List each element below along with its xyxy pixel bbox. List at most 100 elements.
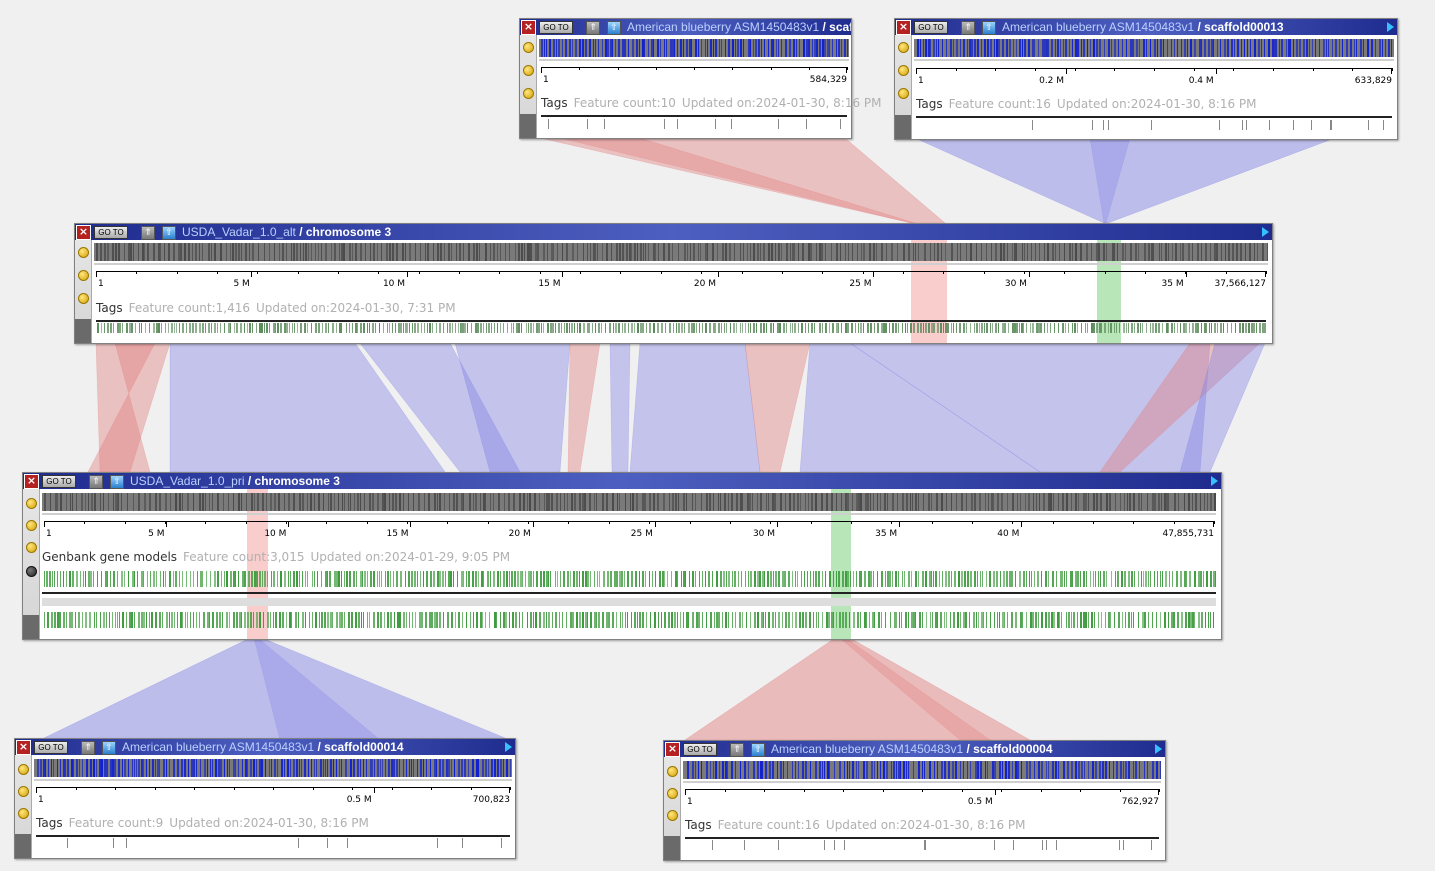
ruler[interactable]: 1 0.2 M 0.4 M 633,829 <box>916 62 1393 90</box>
synteny-link[interactable] <box>629 342 761 473</box>
panel-title[interactable]: American blueberry ASM1450483v1 / scaffo… <box>627 20 851 34</box>
feature-tick[interactable] <box>778 119 779 129</box>
ruler[interactable]: 1 0.5 M 762,927 <box>685 783 1160 811</box>
track-toggle-icon[interactable] <box>78 270 89 281</box>
feature-tick[interactable] <box>924 840 925 850</box>
track-toggle-icon[interactable] <box>667 788 678 799</box>
panel-title[interactable]: American blueberry ASM1450483v1 / scaffo… <box>122 740 404 754</box>
feature-tick[interactable] <box>731 119 732 129</box>
move-up-icon[interactable]: ⇑ <box>730 743 744 757</box>
track-toggle-icon[interactable] <box>26 542 37 553</box>
upload-icon[interactable]: ⇧ <box>162 226 176 240</box>
feature-track[interactable] <box>685 840 1159 850</box>
gene-track-forward[interactable] <box>42 571 1216 587</box>
panel-titlebar[interactable]: × GO TO ⇑ ⇧ American blueberry ASM145048… <box>15 739 515 755</box>
track-label[interactable]: Tags Feature count:1,416 Updated on:2024-0… <box>96 301 456 315</box>
panel-titlebar[interactable]: × GO TO ⇑ ⇧ USDA_Vadar_1.0_pri / chromos… <box>23 473 1221 489</box>
feature-tick[interactable] <box>744 840 745 850</box>
feature-tick[interactable] <box>1330 120 1331 130</box>
synteny-link[interactable] <box>567 342 601 473</box>
feature-tick[interactable] <box>1056 840 1057 850</box>
panel-title[interactable]: American blueberry ASM1450483v1 / scaffo… <box>1002 20 1284 34</box>
track-toggle-icon[interactable] <box>26 520 37 531</box>
goto-button[interactable]: GO TO <box>914 21 948 34</box>
feature-track[interactable] <box>541 119 847 129</box>
track-toggle-icon[interactable] <box>898 88 909 99</box>
expand-arrow-icon[interactable] <box>1387 22 1394 32</box>
close-icon[interactable]: × <box>24 474 39 489</box>
close-icon[interactable]: × <box>665 742 680 757</box>
feature-track[interactable] <box>36 838 510 848</box>
upload-icon[interactable]: ⇧ <box>102 741 116 755</box>
track-toggle-icon[interactable] <box>78 247 89 258</box>
feature-tick[interactable] <box>1368 120 1369 130</box>
feature-tick[interactable] <box>298 838 299 848</box>
feature-tick[interactable] <box>994 840 995 850</box>
track-label[interactable]: Tags Feature count:9 Updated on:2024-01-30… <box>36 816 369 830</box>
expand-arrow-icon[interactable] <box>1155 744 1162 754</box>
track-toggle-off-icon[interactable] <box>26 566 37 577</box>
feature-tick[interactable] <box>664 119 665 129</box>
feature-tick[interactable] <box>712 840 713 850</box>
feature-tick[interactable] <box>501 838 502 848</box>
overview-bar[interactable] <box>539 39 849 57</box>
overview-bar[interactable] <box>683 761 1161 779</box>
feature-tick[interactable] <box>840 119 841 129</box>
feature-tick[interactable] <box>925 840 926 850</box>
move-up-icon[interactable]: ⇑ <box>81 741 95 755</box>
track-label[interactable]: Tags Feature count:16 Updated on:2024-01-3… <box>685 818 1026 832</box>
move-up-icon[interactable]: ⇑ <box>141 226 155 240</box>
track-toggle-icon[interactable] <box>78 293 89 304</box>
feature-tick[interactable] <box>1042 840 1043 850</box>
ruler[interactable]: 1 584,329 <box>541 61 848 89</box>
upload-icon[interactable]: ⇧ <box>110 475 124 489</box>
feature-tick[interactable] <box>715 119 716 129</box>
feature-tick[interactable] <box>1151 840 1152 850</box>
feature-tick[interactable] <box>834 840 835 850</box>
goto-button[interactable]: GO TO <box>34 741 68 754</box>
feature-tick[interactable] <box>1242 120 1243 130</box>
feature-track[interactable] <box>96 323 1266 333</box>
close-icon[interactable]: × <box>521 20 536 35</box>
feature-tick[interactable] <box>604 119 605 129</box>
feature-tick[interactable] <box>462 838 463 848</box>
feature-tick[interactable] <box>806 119 807 129</box>
feature-tick[interactable] <box>1108 120 1109 130</box>
track-toggle-icon[interactable] <box>523 42 534 53</box>
panel-titlebar[interactable]: × GO TO ⇑ ⇧ American blueberry ASM145048… <box>895 19 1397 35</box>
feature-tick[interactable] <box>1119 840 1120 850</box>
feature-tick[interactable] <box>587 119 588 129</box>
feature-tick[interactable] <box>1013 840 1014 850</box>
feature-tick[interactable] <box>1032 120 1033 130</box>
feature-tick[interactable] <box>548 119 549 129</box>
track-toggle-icon[interactable] <box>18 808 29 819</box>
feature-tick[interactable] <box>67 838 68 848</box>
feature-tick[interactable] <box>844 840 845 850</box>
close-icon[interactable]: × <box>16 740 31 755</box>
upload-icon[interactable]: ⇧ <box>982 21 996 35</box>
move-up-icon[interactable]: ⇑ <box>961 21 975 35</box>
track-label[interactable]: Tags Feature count:10 Updated on:2024-01-3… <box>541 96 882 110</box>
upload-icon[interactable]: ⇧ <box>751 743 765 757</box>
track-toggle-icon[interactable] <box>667 766 678 777</box>
feature-tick[interactable] <box>824 840 825 850</box>
overview-bar[interactable] <box>34 759 512 777</box>
feature-tick[interactable] <box>1293 120 1294 130</box>
feature-tick[interactable] <box>1219 120 1220 130</box>
goto-button[interactable]: GO TO <box>539 21 573 34</box>
feature-tick[interactable] <box>778 840 779 850</box>
track-label[interactable]: Genbank gene models Feature count:3,015 Up… <box>42 550 510 564</box>
ruler[interactable]: 1 0.5 M 700,823 <box>36 781 511 809</box>
feature-tick[interactable] <box>1331 120 1332 130</box>
close-icon[interactable]: × <box>76 225 91 240</box>
track-toggle-icon[interactable] <box>898 65 909 76</box>
expand-arrow-icon[interactable] <box>1211 476 1218 486</box>
expand-arrow-icon[interactable] <box>1262 227 1269 237</box>
feature-tick[interactable] <box>1046 840 1047 850</box>
overview-bar[interactable] <box>914 39 1394 57</box>
feature-tick[interactable] <box>327 838 328 848</box>
track-toggle-icon[interactable] <box>523 65 534 76</box>
move-up-icon[interactable]: ⇑ <box>89 475 103 489</box>
move-up-icon[interactable]: ⇑ <box>586 21 600 35</box>
